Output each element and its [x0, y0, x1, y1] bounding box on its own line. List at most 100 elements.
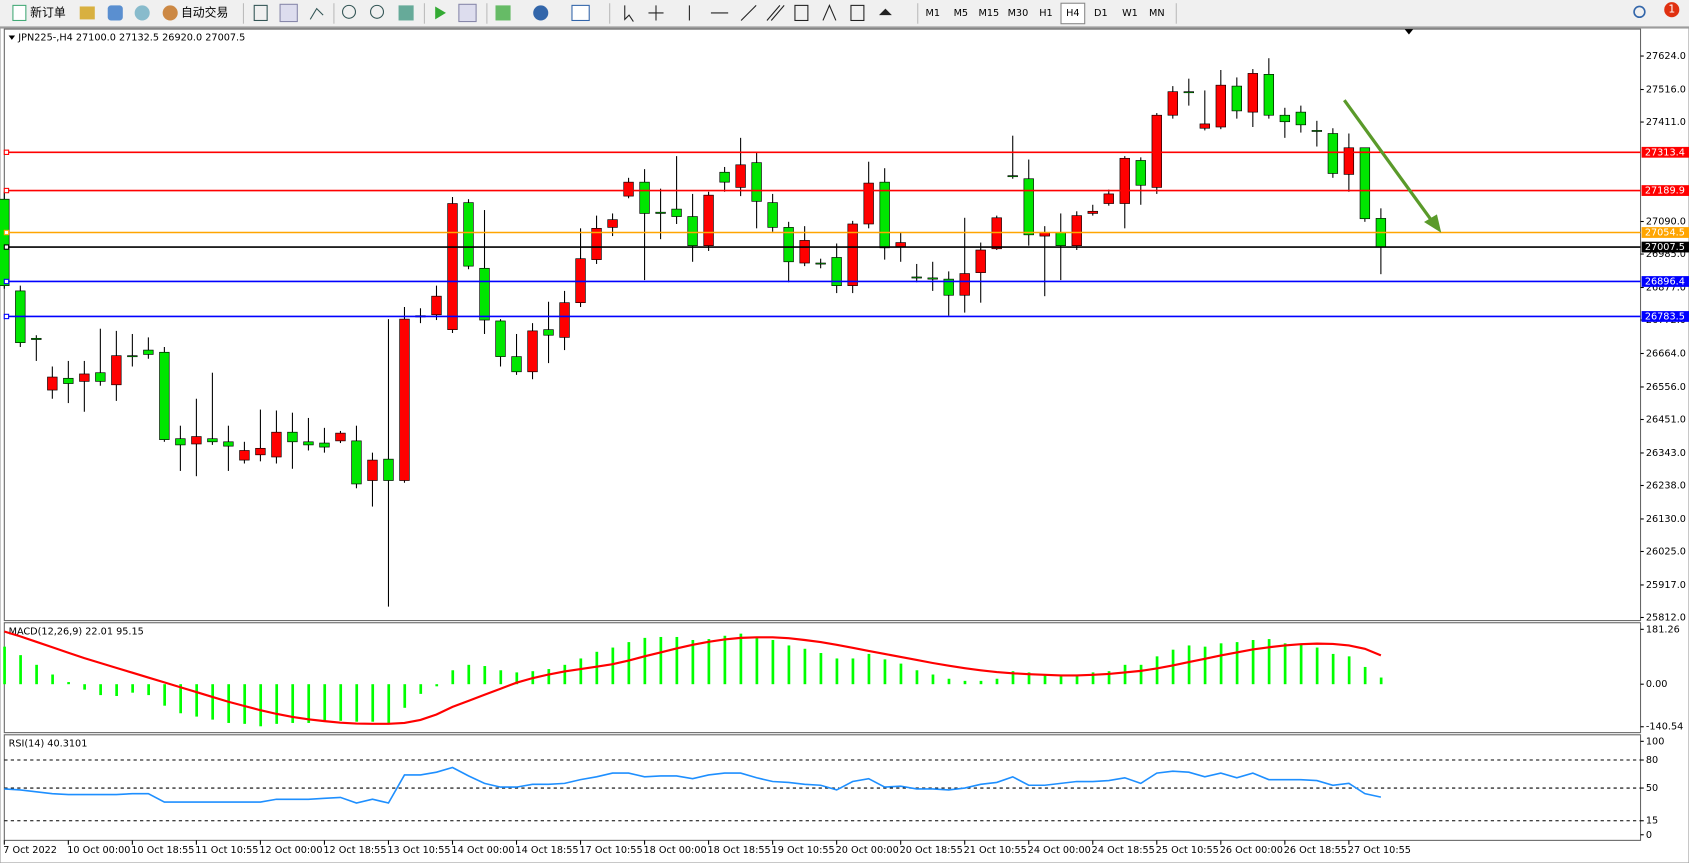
candle-body — [975, 249, 986, 273]
icon[interactable] — [533, 5, 549, 21]
candle-body — [159, 351, 170, 440]
macd-bar — [835, 658, 839, 685]
candle-body — [591, 227, 602, 260]
x-tick-label: 17 Oct 10:55 — [579, 845, 642, 856]
timeframe-button[interactable]: W1 — [1122, 8, 1138, 19]
macd-bar — [115, 684, 118, 697]
icon[interactable] — [458, 3, 477, 23]
timeframe-button[interactable]: H1 — [1039, 8, 1052, 19]
candle-body — [767, 202, 778, 228]
new-order-button[interactable]: 新订单 — [12, 4, 66, 22]
x-tick-label: 13 Oct 10:55 — [387, 845, 450, 856]
macd-bar — [1011, 671, 1015, 685]
macd-bar — [707, 639, 711, 685]
icon[interactable] — [850, 4, 865, 22]
icon[interactable] — [794, 4, 809, 22]
search-icon[interactable] — [1633, 5, 1646, 19]
icon[interactable] — [495, 5, 511, 21]
macd-bar — [1155, 656, 1159, 685]
macd-bar — [323, 684, 327, 722]
icon[interactable] — [766, 5, 785, 21]
macd-bar — [499, 670, 503, 685]
chart-title: JPN225-,H4 27100.0 27132.5 26920.0 27007… — [17, 33, 245, 44]
icon[interactable] — [648, 5, 664, 21]
candle-body — [1119, 157, 1130, 204]
macd-bar — [1363, 666, 1367, 685]
shift-marker — [1404, 29, 1414, 35]
x-tick-label: 12 Oct 00:00 — [259, 845, 322, 856]
timeframe-button[interactable]: M30 — [1008, 8, 1029, 19]
icon[interactable] — [370, 4, 385, 19]
candle-body — [31, 337, 42, 340]
icon[interactable] — [253, 4, 268, 22]
candle-body — [1263, 74, 1275, 116]
candle-body — [543, 329, 554, 336]
candle-body — [911, 276, 922, 279]
icon[interactable] — [79, 6, 95, 20]
candle-body — [799, 240, 810, 264]
timeframe-button[interactable]: M5 — [954, 8, 969, 19]
macd-bar — [419, 684, 423, 694]
timeframe-button[interactable]: D1 — [1094, 8, 1108, 19]
icon[interactable] — [571, 4, 590, 22]
icon[interactable] — [134, 5, 150, 21]
icon[interactable] — [309, 7, 324, 20]
arrow-line — [1342, 99, 1434, 223]
candle-body — [399, 318, 410, 481]
macd-bar — [723, 635, 727, 685]
candle-body — [1359, 147, 1371, 220]
macd-bar — [691, 639, 695, 685]
macd-title: MACD(12,26,9) 22.01 95.15 — [9, 626, 144, 637]
y-tick-label: 26556.0 — [1646, 382, 1686, 393]
candle-body — [0, 198, 10, 286]
icon[interactable] — [822, 4, 837, 21]
y-tick-label: 0.00 — [1646, 679, 1668, 690]
macd-bar — [563, 664, 567, 685]
macd-bar — [1235, 642, 1239, 685]
level-label-box — [1641, 146, 1689, 158]
chart-window — [0, 27, 1689, 863]
icon[interactable] — [624, 5, 634, 22]
timeframe-button[interactable]: M1 — [926, 8, 941, 19]
macd-bar — [147, 684, 150, 696]
timeframe-button[interactable]: MN — [1149, 8, 1165, 19]
level-label: 27007.5 — [1645, 242, 1685, 253]
icon[interactable] — [279, 3, 298, 23]
macd-bar — [787, 645, 791, 685]
macd-bar — [19, 655, 22, 685]
macd-bar — [291, 684, 295, 723]
macd-bar — [243, 684, 247, 724]
x-tick-label: 14 Oct 18:55 — [515, 845, 578, 856]
level-label: 26896.4 — [1645, 276, 1685, 287]
candle-body — [895, 242, 906, 247]
timeframe-button[interactable]: M15 — [978, 8, 999, 19]
y-tick-label: 27516.0 — [1646, 85, 1686, 96]
icon[interactable] — [740, 5, 757, 21]
candle-body — [1279, 114, 1291, 123]
auto-trading-button[interactable]: 自动交易 — [162, 5, 229, 21]
x-tick-label: 19 Oct 10:55 — [772, 845, 835, 856]
candle-body — [367, 459, 378, 481]
icon[interactable] — [878, 8, 892, 16]
macd-bar — [451, 670, 455, 685]
candle-body — [1023, 178, 1034, 236]
y-tick-label: 100 — [1646, 736, 1664, 747]
icon[interactable] — [398, 5, 414, 21]
x-tick-label: 24 Oct 18:55 — [1092, 845, 1155, 856]
arrow-head — [1424, 214, 1442, 233]
macd-bar — [1299, 644, 1303, 685]
macd-bar — [1187, 645, 1191, 685]
icon — [162, 5, 178, 21]
candle-body — [527, 330, 538, 373]
x-tick-label: 10 Oct 00:00 — [67, 845, 130, 856]
macd-bar — [1283, 643, 1287, 685]
icon[interactable] — [107, 5, 123, 21]
candle-body — [463, 202, 474, 267]
candle-body — [1007, 175, 1018, 178]
notification[interactable]: 1 — [1664, 2, 1680, 18]
timeframe-button[interactable]: H4 — [1066, 8, 1079, 19]
x-tick-label: 7 Oct 2022 — [3, 845, 57, 856]
icon[interactable] — [342, 4, 357, 19]
macd-bar — [611, 647, 615, 685]
icon[interactable] — [435, 6, 446, 20]
